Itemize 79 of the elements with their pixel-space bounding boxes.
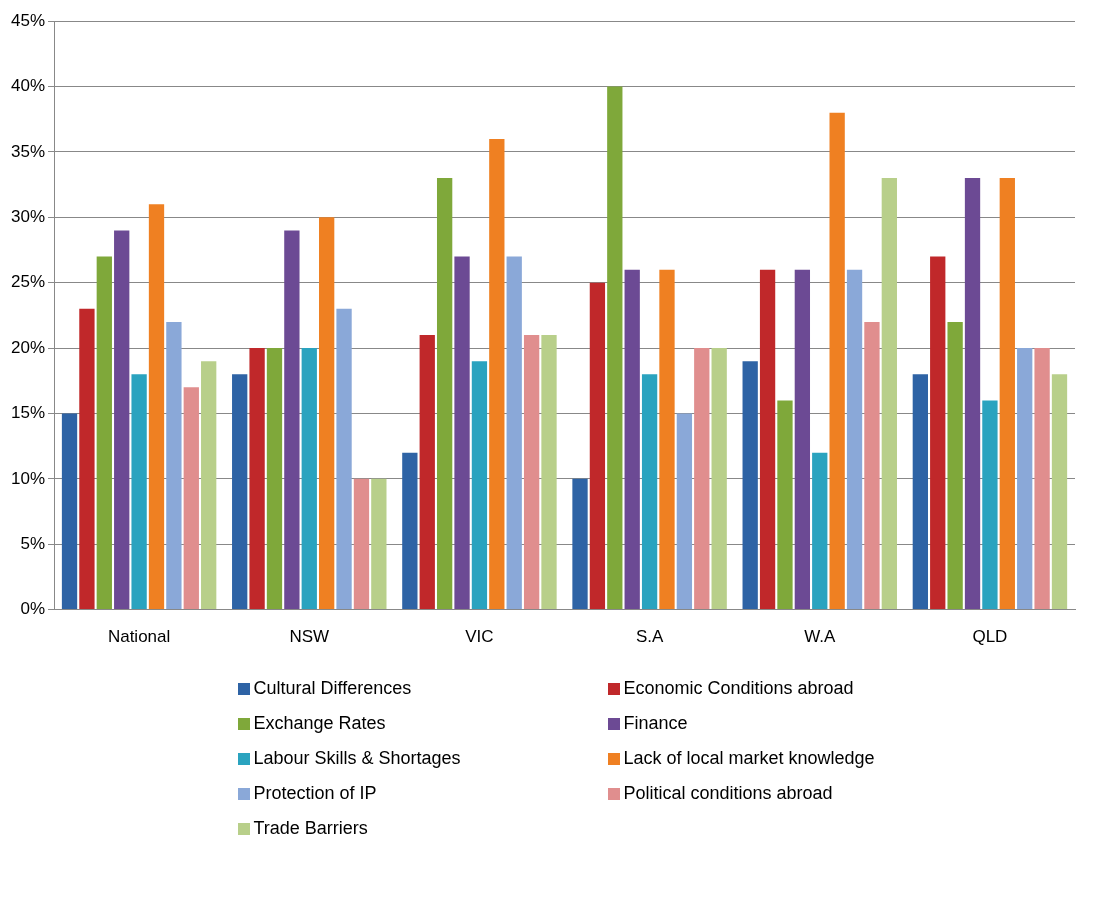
bar (319, 217, 335, 610)
bar (284, 230, 300, 610)
bar (371, 478, 387, 610)
y-tick-label: 15% (10, 403, 46, 423)
bar (659, 269, 675, 610)
bar (419, 335, 435, 610)
y-tick-label: 5% (20, 533, 46, 553)
bar (999, 178, 1015, 610)
bar (506, 256, 522, 610)
bar (812, 452, 828, 610)
bar (131, 374, 147, 610)
bar (624, 269, 640, 610)
bar (232, 374, 248, 610)
y-tick-label: 10% (10, 468, 46, 488)
bar (694, 348, 710, 610)
y-tick-label: 45% (10, 10, 46, 30)
bar (266, 348, 283, 610)
bar (1051, 374, 1068, 610)
legend-label: Protection of IP (253, 783, 377, 804)
bar (607, 86, 623, 610)
legend-label: Labour Skills & Shortages (253, 748, 461, 769)
bar (930, 256, 946, 610)
bar (846, 269, 863, 610)
bar (79, 308, 95, 610)
bar (676, 413, 693, 610)
bar (711, 348, 727, 610)
legend-label: Exchange Rates (253, 713, 386, 734)
bar (336, 308, 352, 610)
bar (454, 256, 470, 610)
bar (489, 138, 505, 610)
bar (912, 374, 928, 610)
bar (1034, 348, 1050, 610)
bar (829, 112, 845, 610)
bar (641, 374, 658, 610)
legend-label: Cultural Differences (253, 678, 412, 699)
bar (964, 178, 981, 610)
bar (1017, 348, 1033, 610)
bar (794, 269, 811, 610)
bar (183, 387, 199, 610)
bar (947, 321, 963, 610)
bar (471, 361, 488, 610)
x-tick-label: VIC (465, 627, 494, 647)
legend-label: Lack of local market knowledge (623, 748, 875, 769)
bar (759, 269, 776, 610)
y-tick-label: 40% (10, 76, 46, 96)
bar (96, 256, 112, 610)
bar (881, 178, 897, 610)
bar (61, 413, 78, 610)
bar (742, 361, 758, 610)
bar (864, 321, 880, 610)
bar (166, 321, 182, 610)
legend-label: Economic Conditions abroad (623, 678, 854, 699)
bar (114, 230, 130, 610)
y-tick-label: 0% (20, 599, 46, 619)
y-tick-label: 35% (10, 141, 46, 161)
bar (301, 348, 317, 610)
x-tick-label: W.A (804, 627, 836, 647)
bar (541, 335, 557, 610)
x-tick-label: S.A (635, 627, 664, 647)
bar (436, 178, 453, 610)
x-tick-label: NSW (289, 627, 330, 647)
bar (148, 204, 165, 610)
bar (353, 478, 370, 610)
bar (402, 452, 418, 610)
x-tick-label: QLD (972, 627, 1008, 647)
bar (523, 335, 540, 610)
y-tick-label: 25% (10, 272, 46, 292)
bar (589, 282, 606, 610)
bar (572, 478, 588, 610)
legend-label: Trade Barriers (253, 818, 368, 839)
y-tick-label: 20% (10, 337, 46, 357)
bar (777, 400, 793, 610)
bar (249, 348, 265, 610)
x-tick-label: National (107, 627, 171, 647)
bar (982, 400, 998, 610)
y-tick-label: 30% (10, 207, 46, 227)
legend-label: Political conditions abroad (623, 783, 833, 804)
legend-label: Finance (623, 713, 688, 734)
bar (201, 361, 217, 610)
